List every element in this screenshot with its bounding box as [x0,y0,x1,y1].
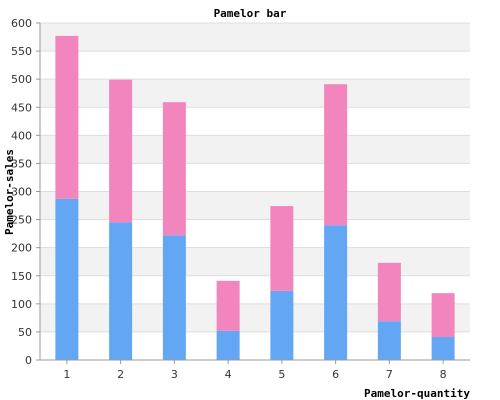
bar-lower-4 [216,330,240,360]
bar-upper-3 [162,102,186,236]
bar-lower-5 [270,290,294,360]
x-tick-label: 7 [386,368,393,381]
y-tick-label: 550 [11,45,32,58]
grid-band [40,275,470,304]
y-tick-label: 150 [11,270,32,283]
chart-title: Pamelor bar [214,7,287,20]
grid-band [40,163,470,192]
x-tick-label: 2 [117,368,124,381]
bar-lower-2 [109,222,133,360]
grid-band [40,51,470,80]
bar-upper-2 [109,79,133,223]
x-tick-label: 6 [332,368,339,381]
y-tick-label: 400 [11,129,32,142]
y-tick-labels: 0 50 100 150 200 250 300 350 400 450 500 550 600 [11,17,32,367]
bars [55,35,455,360]
bar-upper-4 [216,280,240,331]
y-tick-label: 250 [11,214,32,227]
y-tick-label: 350 [11,157,32,170]
x-axis-title: Pamelor-quantity [364,387,470,400]
grid-band [40,303,470,332]
y-tick-label: 50 [18,326,32,339]
bar-upper-6 [324,84,348,226]
bar-upper-7 [377,262,401,322]
y-axis-title: Pamelor-sales [3,149,16,235]
grid-band [40,135,470,164]
y-tick-label: 500 [11,73,32,86]
bar-lower-7 [377,321,401,360]
grid-band [40,331,470,360]
x-tick-label: 1 [63,368,70,381]
y-tick-label: 600 [11,17,32,30]
bar-upper-1 [55,35,79,199]
y-tick-label: 300 [11,186,32,199]
bar-upper-8 [431,293,455,337]
bar-lower-3 [162,235,186,360]
grid-band [40,23,470,52]
grid-band [40,247,470,276]
y-tick-label: 100 [11,298,32,311]
bar-lower-1 [55,198,79,360]
grid-band [40,107,470,136]
y-tick-label: 0 [25,354,32,367]
x-tick-label: 4 [225,368,232,381]
grid-band [40,79,470,108]
grid-band [40,191,470,220]
x-tick-label: 8 [440,368,447,381]
y-tick-label: 200 [11,242,32,255]
x-tick-label: 5 [278,368,285,381]
grid-band [40,219,470,248]
bar-upper-5 [270,206,294,291]
x-tick-labels: 1 2 3 4 5 6 7 8 [63,368,446,381]
y-tick-label: 450 [11,101,32,114]
bar-lower-8 [431,336,455,360]
axes [39,23,470,364]
x-tick-label: 3 [171,368,178,381]
bar-lower-6 [324,225,348,360]
